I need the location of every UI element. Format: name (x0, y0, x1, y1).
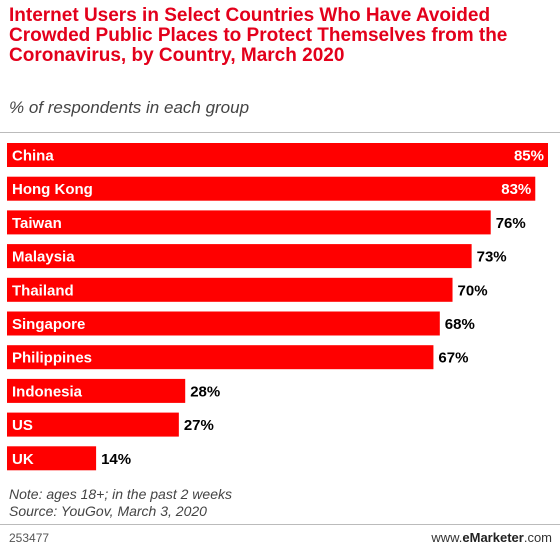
category-label-uk: UK (12, 451, 34, 468)
value-label-china: 85% (514, 148, 544, 165)
category-label-us: US (12, 417, 33, 434)
category-label-philippines: Philippines (12, 350, 92, 367)
category-label-taiwan: Taiwan (12, 215, 62, 232)
category-label-thailand: Thailand (12, 282, 74, 299)
note-text: Note: ages 18+; in the past 2 weeks (9, 486, 232, 502)
value-label-us: 27% (184, 417, 214, 434)
bar-philippines (7, 345, 434, 370)
value-label-philippines: 67% (438, 350, 468, 367)
category-label-singapore: Singapore (12, 316, 85, 333)
bar-china (7, 143, 548, 167)
bar-singapore (7, 311, 440, 336)
brand-suffix: .com (523, 530, 552, 545)
chart-id: 253477 (9, 531, 50, 545)
chart-subtitle: % of respondents in each group (9, 98, 250, 117)
bar-us (7, 412, 179, 437)
bar-hong-kong (7, 176, 536, 201)
value-label-indonesia: 28% (190, 383, 220, 400)
bar-malaysia (7, 244, 472, 269)
category-label-china: China (12, 148, 54, 165)
category-label-hong-kong: Hong Kong (12, 181, 93, 198)
value-label-singapore: 68% (445, 316, 475, 333)
bar-chart: China 85% Hong Kong 83% Taiwan 76% Malaysia 73%… (7, 143, 548, 471)
emarketer-logo: www.eMarketer.com (431, 530, 552, 545)
value-label-malaysia: 73% (477, 249, 507, 266)
chart-notes: Note: ages 18+; in the past 2 weeks Sour… (9, 486, 232, 520)
value-label-uk: 14% (101, 451, 131, 468)
value-label-thailand: 70% (458, 282, 488, 299)
bar-uk (7, 446, 97, 471)
source-text: Source: YouGov, March 3, 2020 (9, 503, 207, 519)
bar-thailand (7, 277, 453, 302)
category-label-indonesia: Indonesia (12, 383, 83, 400)
brand-prefix: www. (431, 530, 463, 545)
header-divider (0, 132, 560, 133)
value-label-hong-kong: 83% (501, 181, 531, 198)
value-label-taiwan: 76% (496, 215, 526, 232)
brand-name: eMarketer (462, 530, 524, 545)
chart-title: Internet Users in Select Countries Who H… (9, 5, 508, 66)
bar-indonesia (7, 378, 186, 403)
bar-taiwan (7, 210, 491, 235)
category-label-malaysia: Malaysia (12, 249, 75, 266)
footer-divider (0, 524, 560, 525)
